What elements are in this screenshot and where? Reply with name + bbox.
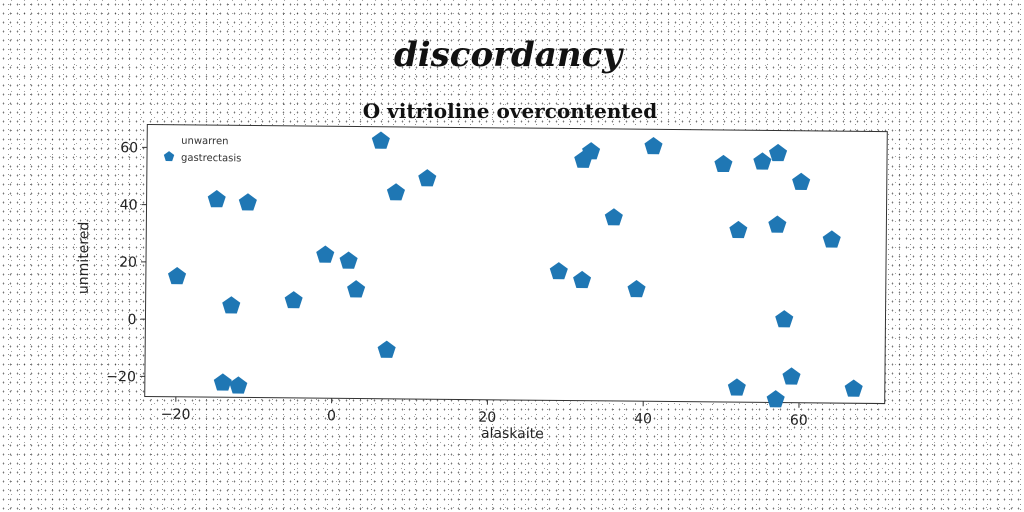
y-tick-label: −20 bbox=[106, 369, 136, 385]
x-axis-ticks: −20 0 20 40 60 bbox=[161, 396, 808, 429]
data-point bbox=[727, 378, 746, 396]
data-point bbox=[386, 183, 406, 201]
data-point bbox=[167, 266, 187, 285]
chart-suptitle: discordancy bbox=[394, 35, 624, 75]
x-tick-label: 60 bbox=[790, 413, 808, 429]
data-point bbox=[822, 230, 841, 248]
data-point bbox=[792, 172, 811, 191]
y-tick-label: 0 bbox=[127, 312, 136, 328]
legend: unwarren gastrectasis bbox=[163, 136, 242, 165]
legend-marker-gastrectasis bbox=[163, 151, 175, 162]
data-point bbox=[769, 143, 788, 162]
plot-area: −20 0 20 40 60 −20 0 20 40 60 unwarren gastrecta… bbox=[76, 123, 888, 443]
chart-title: O vitrioline overcontented bbox=[363, 99, 657, 123]
data-point bbox=[207, 190, 226, 208]
y-tick-label: 40 bbox=[120, 197, 138, 213]
x-tick-label: 20 bbox=[478, 410, 496, 426]
x-tick-label: 0 bbox=[327, 408, 336, 424]
data-point bbox=[714, 154, 733, 173]
y-tick-label: 60 bbox=[120, 140, 138, 156]
data-point bbox=[229, 376, 248, 394]
data-point bbox=[775, 310, 794, 328]
data-point bbox=[582, 142, 601, 160]
plot-frame bbox=[144, 123, 888, 405]
data-point bbox=[418, 169, 437, 187]
x-tick-label: −20 bbox=[161, 407, 191, 423]
data-point bbox=[782, 367, 801, 385]
legend-label-unwarren: unwarren bbox=[181, 136, 228, 147]
data-point bbox=[627, 279, 646, 298]
data-points bbox=[167, 131, 863, 408]
data-point bbox=[644, 137, 663, 155]
y-axis-label: unmitered bbox=[76, 222, 93, 294]
data-point bbox=[844, 379, 863, 397]
data-point bbox=[768, 215, 787, 233]
data-point bbox=[222, 296, 241, 314]
data-point bbox=[753, 152, 772, 170]
legend-label-gastrectasis: gastrectasis bbox=[181, 153, 242, 165]
data-point bbox=[339, 251, 358, 269]
data-point bbox=[238, 193, 257, 211]
data-point bbox=[316, 245, 335, 263]
data-point bbox=[213, 373, 232, 391]
data-point bbox=[729, 220, 748, 239]
y-axis-ticks: −20 0 20 40 60 bbox=[106, 140, 148, 385]
data-point bbox=[766, 390, 785, 408]
data-point bbox=[549, 262, 568, 280]
data-point bbox=[284, 291, 303, 309]
y-tick-label: 20 bbox=[119, 255, 137, 271]
data-point bbox=[377, 340, 396, 358]
data-point bbox=[347, 280, 366, 298]
x-axis-label: alaskaite bbox=[481, 426, 544, 443]
x-tick-label: 40 bbox=[634, 411, 652, 427]
data-point bbox=[604, 208, 623, 226]
data-point bbox=[371, 131, 390, 149]
data-point bbox=[573, 270, 592, 289]
